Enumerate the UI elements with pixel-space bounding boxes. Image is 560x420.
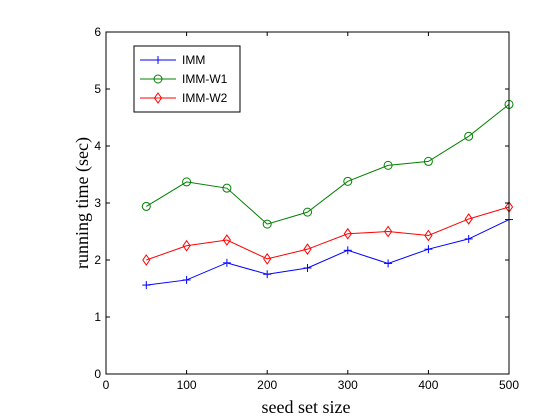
y-tick-label: 4 [94, 139, 101, 153]
legend-label: IMM-W2 [182, 91, 228, 105]
data-point-plus [464, 234, 473, 243]
data-point-plus [222, 258, 231, 267]
data-point-plus [263, 270, 272, 279]
y-axis-title: running time (sec) [72, 137, 93, 269]
data-point-plus [343, 246, 352, 255]
data-point-plus [303, 263, 312, 272]
x-tick-label: 400 [418, 378, 438, 392]
y-tick-label: 2 [94, 253, 101, 267]
x-tick-label: 0 [103, 378, 110, 392]
data-point-plus [424, 245, 433, 254]
x-tick-label: 300 [338, 378, 358, 392]
data-point-circle [383, 160, 393, 170]
data-point-plus [384, 259, 393, 268]
data-point-circle [464, 131, 474, 141]
series-layer [141, 99, 514, 290]
data-point-diamond [464, 213, 473, 225]
y-tick-label: 5 [94, 82, 101, 96]
axes-layer: 0 100 200 300 400 500 0 1 2 3 4 5 6 [94, 25, 519, 392]
series-line [146, 219, 510, 286]
series-imm [142, 215, 513, 290]
data-point-circle [222, 183, 232, 193]
legend: IMM IMM-W1 IMM-W2 [133, 45, 241, 113]
x-tick-label: 500 [499, 378, 519, 392]
x-tick-label: 100 [177, 378, 197, 392]
data-point-plus [154, 56, 162, 64]
data-point-diamond [182, 239, 191, 252]
legend-entry: IMM-W1 [140, 72, 228, 86]
x-axis-title: seed set size [262, 397, 351, 417]
data-point-diamond [153, 92, 163, 104]
data-point-circle [262, 219, 272, 229]
y-tick-label: 6 [94, 25, 101, 39]
legend-label: IMM [182, 53, 205, 67]
series-line [146, 103, 510, 225]
data-point-diamond [222, 234, 232, 246]
data-point-circle [141, 201, 151, 211]
legend-label: IMM-W1 [182, 72, 228, 86]
data-point-plus [182, 275, 191, 284]
data-point-circle [343, 176, 353, 186]
data-point-diamond [343, 227, 352, 240]
data-point-circle [423, 156, 433, 166]
series-imm-w2 [142, 201, 514, 266]
series-line [146, 206, 510, 261]
legend-entry: IMM [140, 53, 205, 67]
y-tick-label: 1 [94, 310, 101, 324]
x-tick-label: 200 [257, 378, 277, 392]
data-point-diamond [142, 254, 151, 266]
data-point-circle [153, 74, 163, 84]
legend-entry: IMM-W2 [140, 91, 228, 105]
data-point-diamond [424, 229, 433, 242]
data-point-plus [142, 281, 151, 290]
y-tick-label: 0 [94, 367, 101, 381]
data-point-circle [303, 207, 312, 217]
data-point-diamond [303, 243, 312, 256]
data-point-circle [182, 177, 192, 187]
y-tick-label: 3 [94, 196, 101, 210]
data-point-diamond [383, 225, 393, 238]
data-point-diamond [263, 252, 272, 265]
